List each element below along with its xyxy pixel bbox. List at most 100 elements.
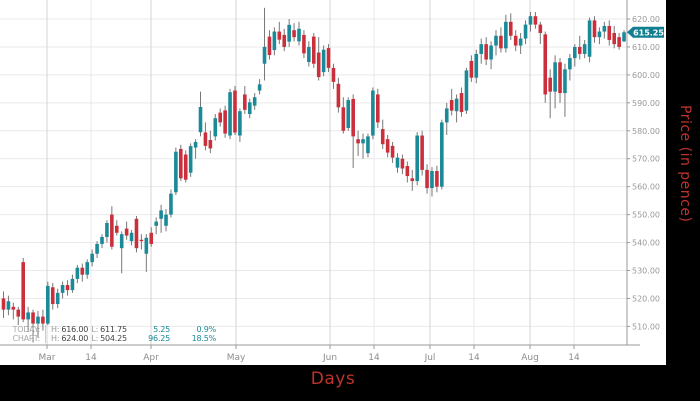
candle[interactable] bbox=[139, 234, 144, 250]
candle[interactable] bbox=[252, 93, 257, 110]
candle[interactable] bbox=[592, 16, 597, 43]
candle[interactable] bbox=[183, 150, 188, 183]
candle[interactable] bbox=[41, 309, 45, 331]
candle[interactable] bbox=[499, 27, 503, 53]
candle[interactable] bbox=[218, 108, 222, 127]
candle[interactable] bbox=[331, 63, 336, 89]
candle[interactable] bbox=[346, 97, 351, 131]
candle[interactable] bbox=[257, 79, 262, 95]
candle[interactable] bbox=[528, 12, 533, 32]
candle[interactable] bbox=[380, 119, 385, 149]
candle[interactable] bbox=[50, 283, 55, 310]
candle[interactable] bbox=[60, 281, 65, 299]
candle[interactable] bbox=[376, 88, 380, 128]
candle[interactable] bbox=[70, 274, 75, 293]
candle[interactable] bbox=[188, 143, 193, 177]
candle[interactable] bbox=[326, 44, 331, 73]
candle[interactable] bbox=[440, 119, 444, 190]
candle[interactable] bbox=[622, 30, 626, 43]
candle[interactable] bbox=[144, 234, 149, 272]
candle[interactable] bbox=[321, 45, 326, 77]
candle[interactable] bbox=[612, 25, 616, 49]
candle[interactable] bbox=[341, 97, 346, 134]
candle[interactable] bbox=[262, 7, 267, 81]
candle[interactable] bbox=[444, 102, 449, 135]
candle[interactable] bbox=[223, 105, 227, 138]
candle[interactable] bbox=[573, 44, 577, 67]
candle[interactable] bbox=[543, 31, 548, 103]
candle[interactable] bbox=[548, 69, 552, 119]
candle[interactable] bbox=[95, 241, 99, 258]
candle[interactable] bbox=[100, 234, 104, 249]
candle[interactable] bbox=[238, 108, 242, 142]
candle[interactable] bbox=[287, 19, 291, 47]
candle[interactable] bbox=[31, 309, 35, 343]
candle[interactable] bbox=[159, 204, 163, 233]
candle[interactable] bbox=[16, 306, 21, 325]
candle[interactable] bbox=[272, 27, 277, 56]
candle[interactable] bbox=[55, 288, 60, 309]
candle[interactable] bbox=[435, 165, 439, 193]
candle[interactable] bbox=[469, 55, 474, 82]
candle[interactable] bbox=[243, 86, 247, 115]
candle[interactable] bbox=[371, 87, 375, 140]
candle[interactable] bbox=[617, 32, 621, 50]
candle[interactable] bbox=[169, 189, 173, 218]
candle[interactable] bbox=[474, 49, 479, 84]
candle[interactable] bbox=[597, 27, 602, 45]
candle[interactable] bbox=[366, 133, 370, 158]
candle[interactable] bbox=[174, 147, 178, 196]
candle[interactable] bbox=[179, 144, 183, 182]
candle[interactable] bbox=[213, 114, 218, 141]
candle[interactable] bbox=[154, 217, 158, 235]
candle[interactable] bbox=[105, 220, 109, 243]
candle[interactable] bbox=[361, 133, 365, 159]
candle[interactable] bbox=[568, 53, 572, 81]
candle[interactable] bbox=[164, 209, 168, 232]
candle[interactable] bbox=[277, 21, 282, 45]
candle[interactable] bbox=[459, 87, 464, 117]
candle[interactable] bbox=[464, 67, 469, 115]
candle[interactable] bbox=[523, 20, 528, 45]
candle[interactable] bbox=[65, 280, 70, 296]
candle[interactable] bbox=[538, 21, 543, 45]
candle[interactable] bbox=[582, 39, 587, 59]
candle[interactable] bbox=[390, 141, 395, 163]
candle[interactable] bbox=[479, 38, 484, 64]
candle[interactable] bbox=[267, 30, 272, 60]
candle[interactable] bbox=[607, 20, 612, 46]
candle[interactable] bbox=[405, 161, 410, 183]
candle[interactable] bbox=[508, 13, 513, 40]
candle[interactable] bbox=[351, 94, 355, 168]
candle[interactable] bbox=[282, 28, 287, 52]
candle[interactable] bbox=[21, 257, 25, 323]
candle[interactable] bbox=[302, 30, 306, 59]
candle[interactable] bbox=[356, 130, 360, 156]
candle[interactable] bbox=[336, 77, 341, 113]
candle[interactable] bbox=[316, 37, 321, 81]
candle[interactable] bbox=[533, 12, 538, 29]
candle[interactable] bbox=[90, 249, 94, 267]
candle[interactable] bbox=[208, 130, 213, 154]
candle[interactable] bbox=[193, 139, 198, 159]
candle[interactable] bbox=[425, 164, 429, 194]
candle[interactable] bbox=[134, 216, 139, 253]
candle[interactable] bbox=[36, 311, 40, 338]
candle[interactable] bbox=[198, 91, 203, 137]
candle[interactable] bbox=[553, 55, 557, 109]
candle[interactable] bbox=[494, 30, 498, 56]
candle[interactable] bbox=[129, 229, 134, 246]
candle[interactable] bbox=[233, 86, 237, 135]
candle[interactable] bbox=[395, 153, 400, 173]
candle[interactable] bbox=[6, 295, 11, 316]
candle[interactable] bbox=[400, 154, 405, 175]
candle[interactable] bbox=[587, 17, 592, 63]
candle[interactable] bbox=[484, 37, 488, 66]
candle[interactable] bbox=[385, 134, 390, 158]
candle[interactable] bbox=[577, 35, 582, 60]
candle[interactable] bbox=[518, 32, 523, 54]
candle[interactable] bbox=[420, 130, 424, 176]
candle[interactable] bbox=[311, 32, 316, 68]
candle[interactable] bbox=[26, 306, 30, 332]
candle[interactable] bbox=[410, 169, 415, 191]
